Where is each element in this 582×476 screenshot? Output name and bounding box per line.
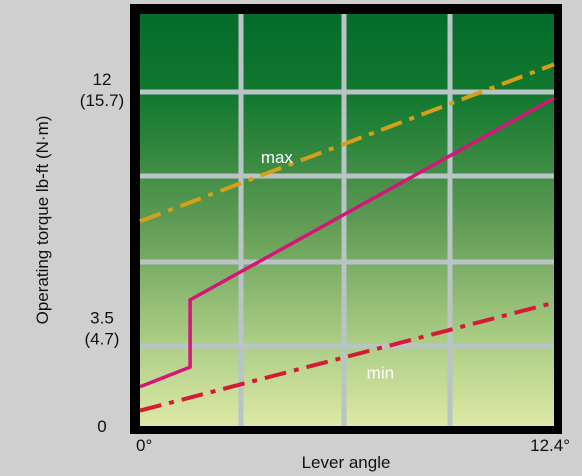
y-tick-label: (4.7) [85,329,120,348]
y-tick-label: 0 [97,417,106,436]
series-max-line [139,62,555,224]
series-main-line [139,96,555,389]
labels: Lever angle Operating torque lb-ft (N·m)… [33,70,570,472]
x-axis-label: Lever angle [302,453,391,472]
y-tick-label: (15.7) [80,91,124,110]
series-label-min: min [367,364,394,383]
y-tick-label: 12 [93,70,112,89]
series-min-line [139,300,555,413]
series-layer [139,62,555,413]
series-label-max: max [261,148,294,167]
x-tick-label: 12.4° [530,436,570,455]
y-axis-label: Operating torque lb-ft (N·m) [33,116,52,325]
x-tick-label: 0° [136,436,152,455]
grid [140,14,554,426]
y-tick-label: 3.5 [90,308,114,327]
plot-area [140,14,554,426]
